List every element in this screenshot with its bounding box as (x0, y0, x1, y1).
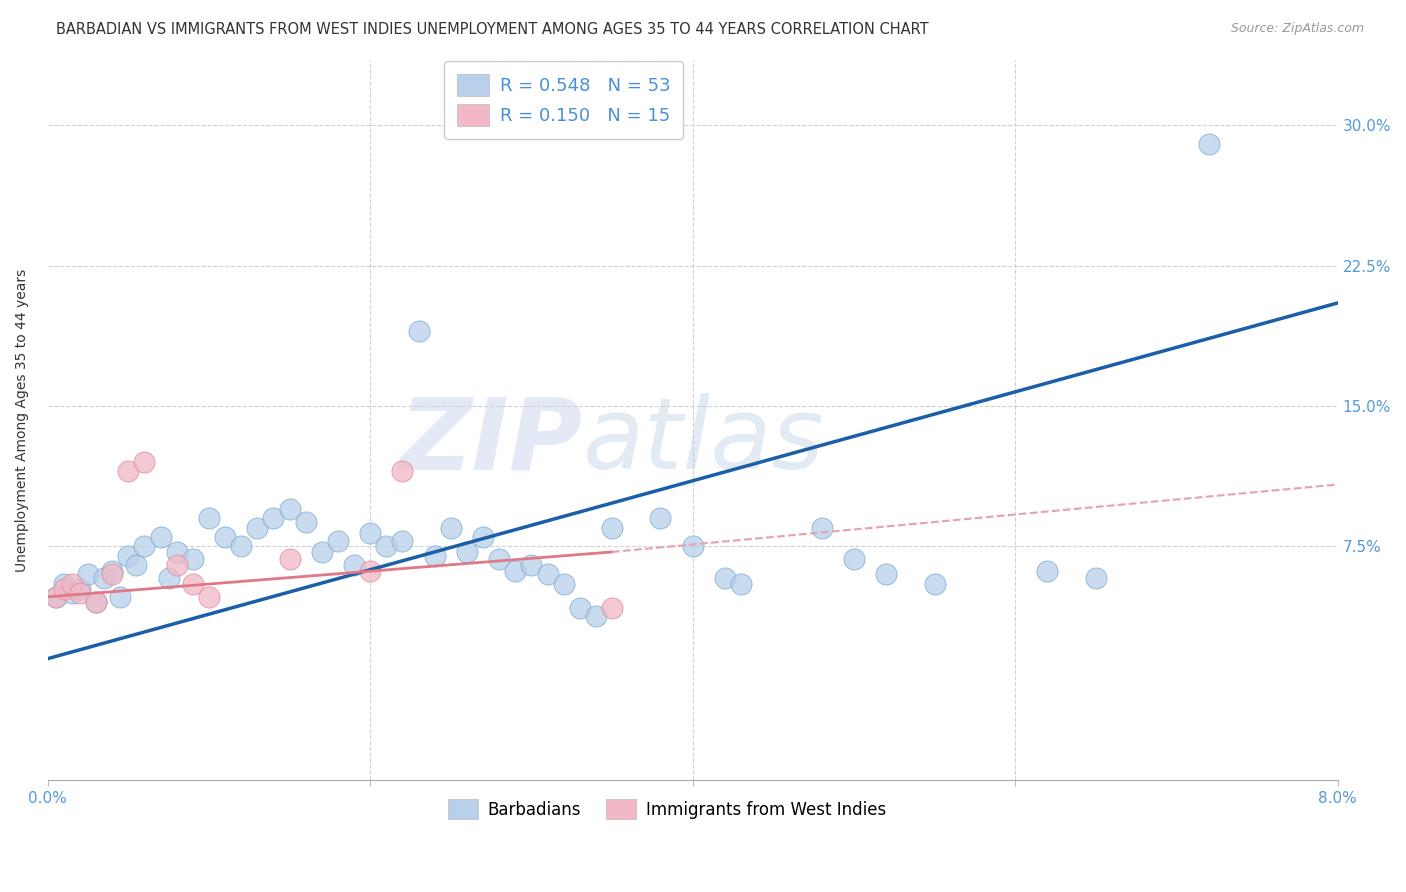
Point (45, 590, 67, 604)
Point (149, 530, 172, 544)
Point (157, 571, 180, 585)
Text: ZIP: ZIP (401, 393, 583, 490)
Point (375, 539, 398, 553)
Point (359, 564, 381, 578)
Point (278, 501, 301, 516)
Point (505, 564, 527, 578)
Text: BARBADIAN VS IMMIGRANTS FROM WEST INDIES UNEMPLOYMENT AMONG AGES 35 TO 44 YEARS : BARBADIAN VS IMMIGRANTS FROM WEST INDIES… (56, 22, 929, 37)
Point (166, 558, 188, 572)
Point (198, 590, 221, 604)
Point (456, 545, 478, 559)
Point (553, 576, 575, 591)
Point (440, 520, 463, 534)
Point (101, 567, 124, 582)
Point (682, 539, 704, 553)
Point (536, 567, 558, 582)
Point (52, 576, 75, 591)
Point (1084, 571, 1107, 585)
Point (391, 465, 413, 479)
Point (714, 571, 737, 585)
Point (198, 511, 221, 525)
Point (343, 558, 366, 572)
Point (311, 545, 333, 559)
Point (650, 511, 672, 525)
Point (359, 526, 381, 541)
Point (181, 552, 204, 566)
Point (125, 558, 148, 572)
Point (181, 576, 204, 591)
Point (214, 530, 236, 544)
Point (600, 601, 623, 615)
Point (810, 520, 832, 534)
Legend: Barbadians, Immigrants from West Indies: Barbadians, Immigrants from West Indies (441, 792, 893, 826)
Point (520, 558, 543, 572)
Point (60, 586, 83, 600)
Point (842, 552, 865, 566)
Point (585, 608, 607, 623)
Point (278, 552, 301, 566)
Point (294, 515, 316, 529)
Point (60, 576, 83, 591)
Point (423, 549, 446, 563)
Point (263, 511, 285, 525)
Point (875, 567, 897, 582)
Point (1198, 136, 1220, 151)
Point (231, 539, 253, 553)
Point (117, 465, 139, 479)
Text: atlas: atlas (583, 393, 825, 490)
Point (326, 533, 349, 548)
Point (110, 590, 132, 604)
Point (77, 567, 100, 582)
Point (52, 582, 75, 597)
Point (101, 564, 124, 578)
Text: Source: ZipAtlas.com: Source: ZipAtlas.com (1230, 22, 1364, 36)
Point (924, 576, 946, 591)
Point (730, 576, 752, 591)
Point (568, 601, 591, 615)
Point (134, 455, 156, 469)
Point (84, 595, 107, 609)
Point (408, 324, 430, 338)
Point (488, 552, 510, 566)
Point (84, 595, 107, 609)
Point (600, 520, 623, 534)
Point (391, 533, 413, 548)
Point (246, 520, 269, 534)
Point (117, 549, 139, 563)
Point (45, 590, 67, 604)
Point (472, 530, 495, 544)
Point (93, 571, 115, 585)
Y-axis label: Unemployment Among Ages 35 to 44 years: Unemployment Among Ages 35 to 44 years (15, 268, 30, 572)
Point (166, 545, 188, 559)
Point (134, 539, 156, 553)
Point (69, 582, 91, 597)
Point (69, 586, 91, 600)
Point (1036, 564, 1059, 578)
